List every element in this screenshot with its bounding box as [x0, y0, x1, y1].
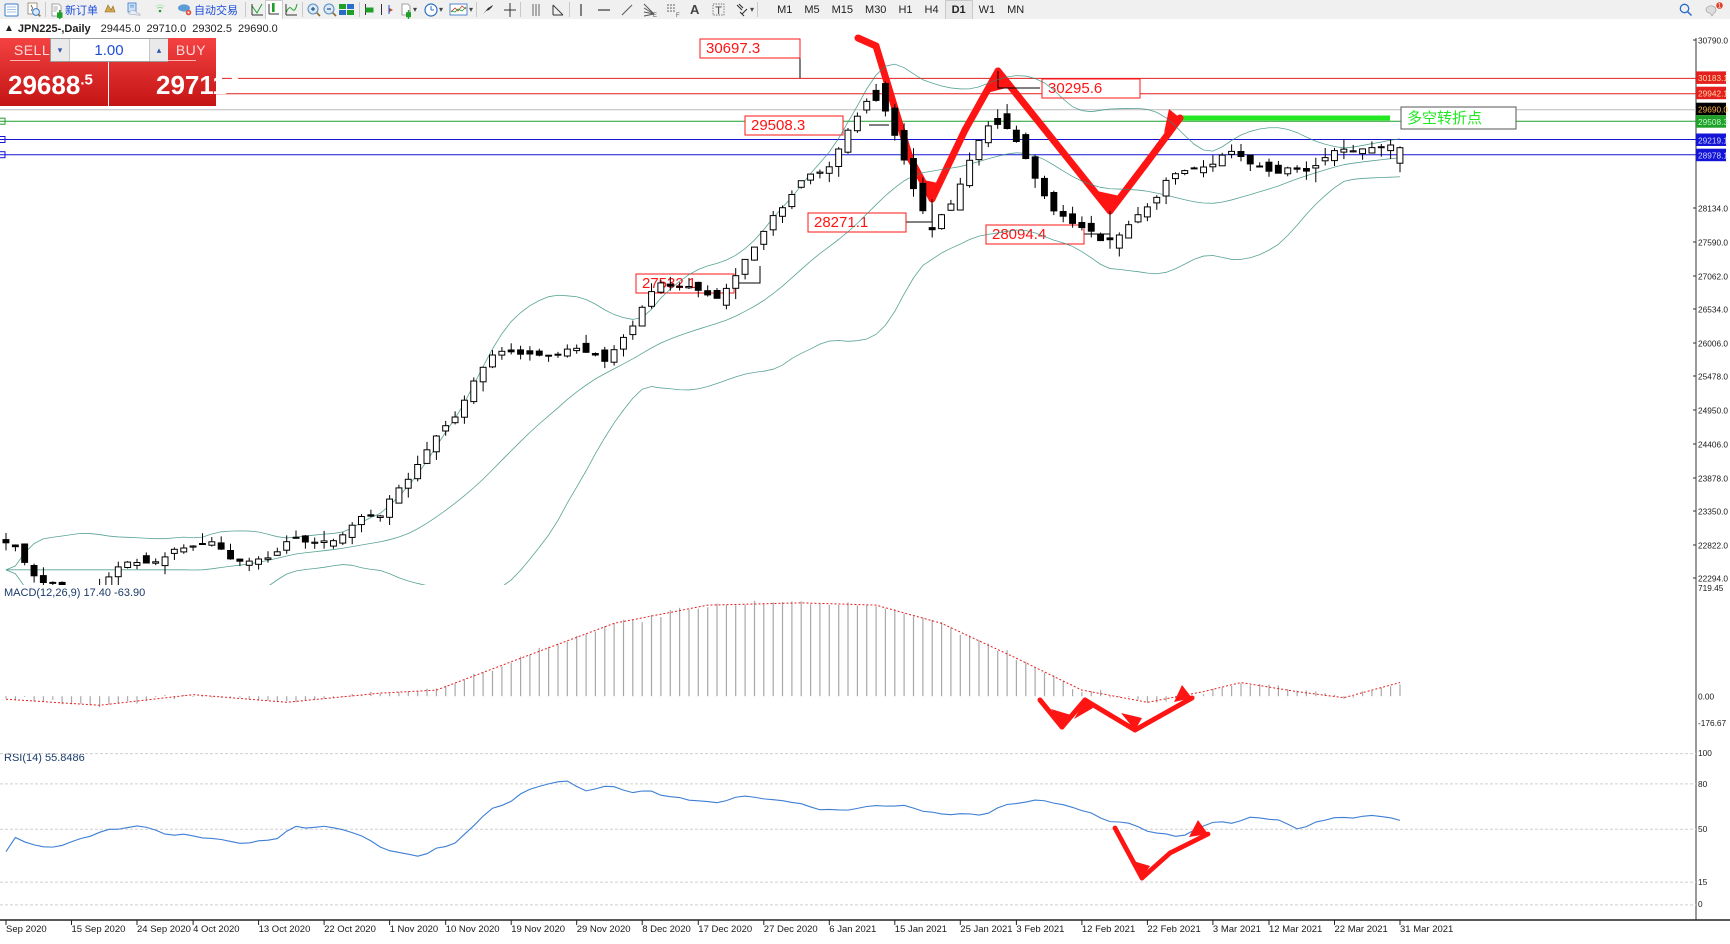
svg-text:27532.1: 27532.1	[642, 275, 696, 292]
svg-text:T: T	[715, 5, 722, 17]
svg-text:12 Feb 2021: 12 Feb 2021	[1082, 924, 1135, 935]
svg-text:24406.0: 24406.0	[1698, 440, 1728, 450]
svg-text:22822.0: 22822.0	[1698, 541, 1728, 551]
svg-text:8 Dec 2020: 8 Dec 2020	[642, 924, 691, 935]
svg-text:27590.0: 27590.0	[1698, 238, 1728, 248]
svg-text:10 Nov 2020: 10 Nov 2020	[446, 924, 500, 935]
svg-text:23878.0: 23878.0	[1698, 474, 1728, 484]
svg-text:30790.0: 30790.0	[1698, 36, 1728, 46]
svg-text:29219.1: 29219.1	[1698, 135, 1728, 145]
svg-text:29690.0: 29690.0	[1698, 105, 1728, 115]
svg-text:22 Feb 2021: 22 Feb 2021	[1147, 924, 1200, 935]
svg-text:4 Oct 2020: 4 Oct 2020	[193, 924, 239, 935]
svg-text:27 Dec 2020: 27 Dec 2020	[764, 924, 818, 935]
svg-text:30697.3: 30697.3	[706, 40, 760, 57]
svg-text:24950.0: 24950.0	[1698, 406, 1728, 416]
svg-text:15 Sep 2020: 15 Sep 2020	[72, 924, 126, 935]
svg-text:29942.1: 29942.1	[1698, 89, 1728, 99]
svg-text:22 Mar 2021: 22 Mar 2021	[1335, 924, 1388, 935]
svg-text:28271.1: 28271.1	[814, 214, 868, 231]
svg-text:50: 50	[1698, 824, 1708, 834]
svg-text:-176.67: -176.67	[1698, 718, 1727, 728]
svg-text:29508.3: 29508.3	[751, 117, 805, 134]
svg-text:19 Nov 2020: 19 Nov 2020	[511, 924, 565, 935]
svg-text:30295.6: 30295.6	[1048, 80, 1102, 97]
svg-text:A: A	[690, 2, 700, 17]
svg-text:多空转折点: 多空转折点	[1407, 110, 1482, 127]
svg-text:28094.4: 28094.4	[992, 226, 1046, 243]
svg-text:26534.0: 26534.0	[1698, 305, 1728, 315]
svg-text:24 Sep 2020: 24 Sep 2020	[137, 924, 191, 935]
svg-text:25 Jan 2021: 25 Jan 2021	[960, 924, 1012, 935]
svg-text:F: F	[676, 13, 680, 19]
svg-text:26006.0: 26006.0	[1698, 339, 1728, 349]
svg-text:23350.0: 23350.0	[1698, 507, 1728, 517]
svg-text:E: E	[653, 13, 657, 19]
svg-text:28978.1: 28978.1	[1698, 151, 1728, 161]
svg-text:27062.0: 27062.0	[1698, 272, 1728, 282]
svg-text:15: 15	[1698, 877, 1708, 887]
svg-text:15 Jan 2021: 15 Jan 2021	[895, 924, 947, 935]
svg-text:13 Oct 2020: 13 Oct 2020	[259, 924, 311, 935]
svg-text:3 Mar 2021: 3 Mar 2021	[1213, 924, 1261, 935]
svg-text:25478.0: 25478.0	[1698, 372, 1728, 382]
svg-text:29508.3: 29508.3	[1698, 117, 1728, 127]
svg-text:22 Oct 2020: 22 Oct 2020	[324, 924, 376, 935]
svg-text:0: 0	[1698, 899, 1703, 909]
svg-text:31 Mar 2021: 31 Mar 2021	[1400, 924, 1453, 935]
svg-text:3 Feb 2021: 3 Feb 2021	[1016, 924, 1064, 935]
svg-text:6 Jan 2021: 6 Jan 2021	[829, 924, 876, 935]
svg-text:Sep 2020: Sep 2020	[6, 924, 47, 935]
svg-text:MACD(12,26,9) 17.40 -63.90: MACD(12,26,9) 17.40 -63.90	[4, 587, 145, 599]
svg-text:17 Dec 2020: 17 Dec 2020	[698, 924, 752, 935]
svg-text:22294.0: 22294.0	[1698, 574, 1728, 584]
svg-text:1 Nov 2020: 1 Nov 2020	[390, 924, 439, 935]
svg-text:30183.1: 30183.1	[1698, 73, 1728, 83]
svg-text:0.00: 0.00	[1698, 692, 1715, 702]
svg-text:28134.0: 28134.0	[1698, 204, 1728, 214]
svg-text:719.45: 719.45	[1698, 583, 1724, 593]
svg-text:29 Nov 2020: 29 Nov 2020	[577, 924, 631, 935]
svg-text:80: 80	[1698, 779, 1708, 789]
svg-text:100: 100	[1698, 748, 1712, 758]
svg-text:12 Mar 2021: 12 Mar 2021	[1269, 924, 1322, 935]
